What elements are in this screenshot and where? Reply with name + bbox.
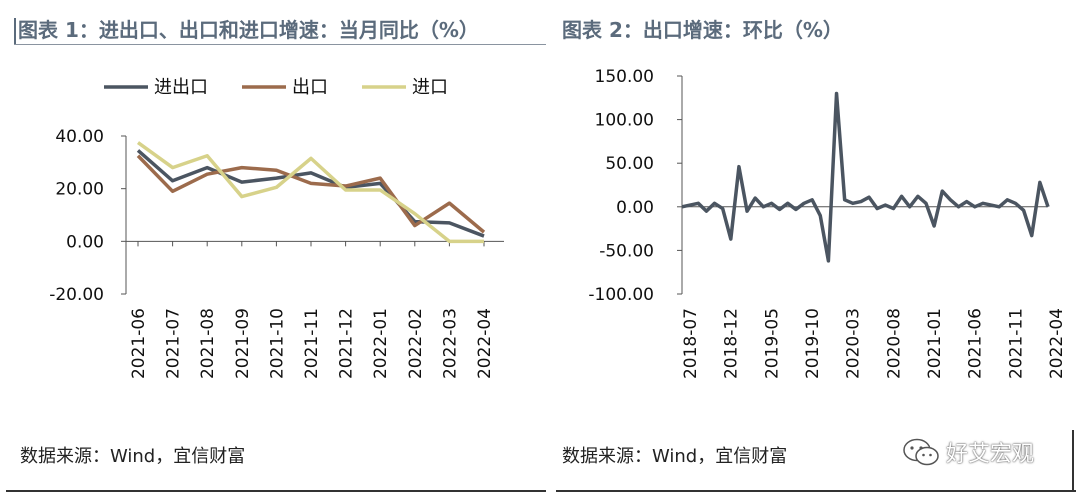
x-tick-label: 2022-01: [371, 308, 391, 379]
watermark: 好艾宏观: [902, 432, 1034, 472]
series-line-3: [136, 141, 484, 244]
chart1-title: 图表 1：进出口、出口和进口增速：当月同比（%）: [18, 18, 479, 42]
right-border: [1072, 430, 1074, 490]
x-tick-label: 2022-04: [1047, 308, 1067, 379]
x-tick-label: 2021-06: [129, 308, 149, 379]
x-tick-label: 2019-05: [762, 308, 782, 379]
legend-label: 进口: [412, 77, 448, 98]
chart2-title: 图表 2：出口增速：环比（%）: [562, 18, 843, 42]
x-tick-label: 2020-08: [884, 308, 904, 379]
x-tick-label: 2021-01: [925, 308, 945, 379]
x-tick-label: 2020-03: [844, 308, 864, 379]
x-tick-label: 2022-02: [406, 308, 426, 379]
title-divider: [14, 44, 546, 45]
x-tick-label: 2021-11: [1006, 308, 1026, 379]
y-tick-label: -100.00: [588, 285, 654, 305]
chart1-source: 数据来源：Wind，宜信财富: [20, 446, 246, 467]
x-tick-label: 2021-07: [164, 308, 184, 379]
y-tick-label: -50.00: [599, 241, 654, 261]
x-tick-label: 2021-06: [966, 308, 986, 379]
chart2-source: 数据来源：Wind，宜信财富: [562, 446, 788, 467]
series-line-2: [136, 154, 486, 234]
title-accent-bar: [14, 18, 16, 44]
y-tick-label: 50.00: [605, 154, 654, 174]
chart1-bottom-rule: [6, 490, 546, 492]
x-tick-label: 2021-09: [233, 308, 253, 379]
chart2-plot: 150.00 100.00 50.00 0.00 -50.00 -100.00 2018-0…: [588, 67, 1067, 379]
y-tick-label: 150.00: [595, 67, 654, 87]
watermark-text: 好艾宏观: [946, 442, 1035, 467]
x-tick-label: 2022-03: [440, 308, 460, 379]
y-tick-label: 100.00: [595, 111, 654, 131]
legend-label: 出口: [292, 77, 328, 98]
x-tick-label: 2021-10: [267, 308, 287, 379]
chart1-plot: 40.00 20.00 0.00 -20.00 2021-06 2021-07 2021-0…: [49, 77, 504, 379]
x-tick-label: 2021-08: [198, 308, 218, 379]
y-tick-label: 20.00: [55, 180, 104, 200]
y-tick-label: 0.00: [66, 232, 104, 252]
y-tick-label: 0.00: [616, 198, 654, 218]
y-tick-label: -20.00: [49, 285, 104, 305]
legend-label: 进出口: [154, 77, 208, 98]
x-tick-label: 2018-12: [722, 308, 742, 379]
x-tick-label: 2018-07: [681, 308, 701, 379]
x-tick-label: 2021-11: [302, 308, 322, 379]
y-tick-label: 40.00: [55, 127, 104, 147]
wechat-icon: [903, 438, 939, 466]
x-tick-label: 2022-04: [475, 308, 495, 379]
x-tick-label: 2019-10: [803, 308, 823, 379]
x-tick-label: 2021-12: [337, 308, 357, 379]
series-line: [681, 91, 1050, 263]
chart2-bottom-rule: [556, 490, 1076, 492]
